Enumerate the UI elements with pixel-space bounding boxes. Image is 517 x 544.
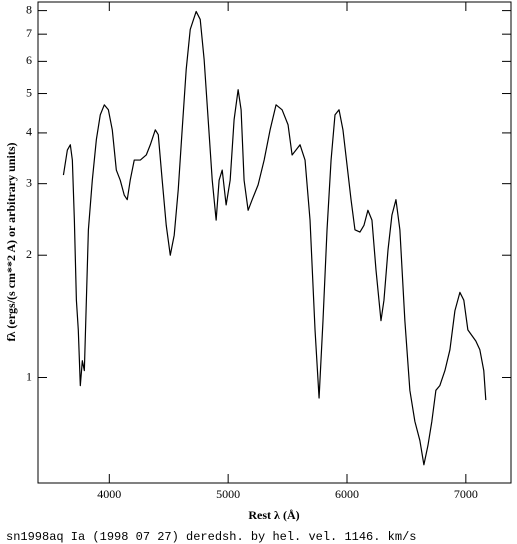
x-tick-label: 4000 <box>97 487 121 501</box>
plot-frame <box>37 1 512 484</box>
y-tick-label: 2 <box>26 247 32 261</box>
y-tick-label: 3 <box>26 175 32 189</box>
x-tick-label: 6000 <box>335 487 359 501</box>
spectrum-line <box>62 10 487 466</box>
y-tick-label: 4 <box>26 125 32 139</box>
x-tick-label: 5000 <box>216 487 240 501</box>
x-tick-label: 7000 <box>454 487 478 501</box>
y-axis-label: fλ (ergs/(s cm**2 A) or arbitrary units) <box>4 143 18 342</box>
y-tick-label: 5 <box>26 85 32 99</box>
x-axis-label: Rest λ (Å) <box>248 508 299 522</box>
y-tick-label: 7 <box>26 26 32 40</box>
y-tick-label: 8 <box>26 2 32 16</box>
caption: sn1998aq Ia (1998 07 27) deredsh. by hel… <box>6 530 416 544</box>
y-tick-label: 1 <box>26 369 32 383</box>
y-tick-label: 6 <box>26 53 32 67</box>
